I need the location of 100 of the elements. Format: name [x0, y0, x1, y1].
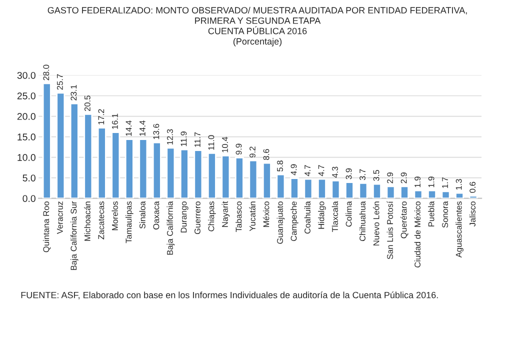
data-label: 23.1: [70, 84, 77, 100]
x-tick-label: Sonora: [442, 201, 448, 228]
x-tick-label: Baja California Sur: [70, 201, 78, 270]
data-label: 4.3: [332, 166, 338, 178]
data-label: 3.5: [373, 170, 380, 181]
data-label: 5.8: [277, 160, 283, 172]
x-tick-label: Tamaulipas: [126, 201, 134, 244]
bar: [194, 150, 203, 198]
data-label: 8.6: [263, 149, 270, 160]
bar: [345, 182, 354, 198]
bar: [262, 162, 272, 198]
x-tick-label: Oaxaca: [153, 201, 160, 230]
data-label: 3.9: [346, 168, 352, 180]
bar: [400, 186, 409, 198]
x-tick-label: Hidalgo: [318, 201, 326, 229]
data-label: 11.0: [208, 135, 214, 150]
x-tick-label: Guerrero: [194, 201, 200, 234]
bar: [42, 82, 52, 198]
bar: [290, 178, 299, 198]
y-tick-label: 15.0: [18, 134, 36, 140]
x-tick-label: Quintana Roo: [42, 201, 51, 252]
bar: [166, 147, 176, 198]
x-tick-label: Michoacán: [84, 202, 90, 241]
x-tick-label: Baja California: [166, 201, 175, 255]
bar: [386, 186, 396, 198]
data-label: 4.9: [290, 164, 297, 176]
data-label: 28.0: [43, 64, 50, 80]
x-tick-label: Chiapas: [208, 201, 216, 232]
x-tick-label: Querétaro: [400, 201, 408, 238]
x-tick-label: Puebla: [428, 201, 434, 226]
data-label: 1.9: [428, 176, 434, 188]
data-label: 25.7: [56, 74, 63, 90]
data-label: 12.3: [167, 129, 173, 144]
y-tick-label: 30.0: [17, 72, 36, 79]
x-tick-label: Zacatecas: [98, 201, 104, 240]
data-label: 9.2: [250, 146, 256, 158]
source-note: FUENTE: ASF, Elaborado con base en los Informes Individuales de auditoría de la Cuenta Pública 2016.: [21, 292, 438, 300]
data-label: 9.9: [236, 144, 242, 155]
x-tick-label: Veracruz: [57, 202, 63, 234]
bar: [428, 190, 436, 198]
data-label: 11.9: [180, 132, 187, 146]
x-tick-label: Coahuila: [304, 201, 310, 234]
x-tick-label: Ciudad de México: [414, 201, 420, 268]
bar: [455, 192, 464, 198]
bar: [331, 180, 340, 198]
bar: [84, 114, 93, 198]
data-label: 4.7: [304, 165, 310, 176]
chart-title: GASTO FEDERALIZADO: MONTO OBSERVADO/ MUESTRA AUDITADA POR ENTIDAD FEDERATIVA, PRIMERA Y SEGUNDA ETAPA CUENTA PÚBLICA 2016 (Porcentaje): [48, 6, 467, 46]
data-label: 11.7: [194, 132, 200, 147]
x-tick-label: Sinaloa: [139, 201, 146, 229]
x-tick-label: Colima: [346, 201, 352, 227]
bar: [441, 190, 450, 198]
x-tick-label: Nayarit: [222, 201, 230, 227]
data-label: 10.4: [222, 136, 228, 152]
bar: [207, 152, 216, 198]
bar: [138, 138, 148, 198]
bar: [152, 142, 162, 198]
data-label: 17.2: [98, 109, 104, 124]
data-label: 2.9: [387, 172, 393, 184]
x-tick-label: Aguascalientes: [456, 201, 464, 258]
x-tick-label: Chihuahua: [359, 201, 366, 242]
data-label: 3.7: [360, 169, 366, 180]
y-tick-label: 0.0: [22, 195, 36, 202]
data-label: 0.6: [470, 182, 476, 193]
x-tick-label: Campeche: [290, 202, 298, 242]
bar: [317, 178, 326, 198]
x-tick-label: Yucatán: [249, 202, 256, 232]
x-tick-label: San Luis Potosí: [386, 201, 393, 260]
bar: [468, 195, 478, 198]
x-tick-label: Morelos: [112, 201, 118, 230]
data-label: 1.3: [456, 179, 462, 190]
x-tick-label: Jalisco: [469, 201, 476, 226]
bar: [372, 183, 382, 198]
data-label: 2.9: [400, 172, 407, 184]
bar: [248, 160, 258, 198]
x-tick-label: Tlaxcala: [332, 201, 338, 232]
y-tick-label: 10.0: [18, 154, 36, 161]
bar: [111, 132, 120, 198]
bar: [234, 157, 244, 198]
x-tick-label: Nuevo León: [373, 202, 380, 246]
bar: [414, 190, 423, 198]
data-label: 16.1: [112, 114, 118, 129]
bar: [124, 138, 134, 198]
y-tick-label: 5.0: [22, 174, 36, 182]
y-tick-label: 20.0: [17, 113, 36, 120]
bar: [276, 174, 286, 198]
bar: [180, 148, 189, 198]
x-tick-label: Tabasco: [236, 201, 242, 232]
bar: [221, 154, 230, 198]
bar: [56, 92, 66, 198]
data-label: 20.5: [84, 96, 90, 112]
bar: [70, 102, 79, 198]
x-tick-label: Durango: [180, 201, 188, 232]
x-tick-label: Guanajuato: [276, 201, 285, 244]
y-tick-label: 25.0: [17, 92, 36, 100]
bar: [304, 178, 313, 198]
data-label: 14.4: [140, 120, 146, 136]
bar: [358, 182, 368, 198]
data-label: 1.9: [414, 176, 420, 188]
data-label: 13.6: [153, 124, 160, 140]
